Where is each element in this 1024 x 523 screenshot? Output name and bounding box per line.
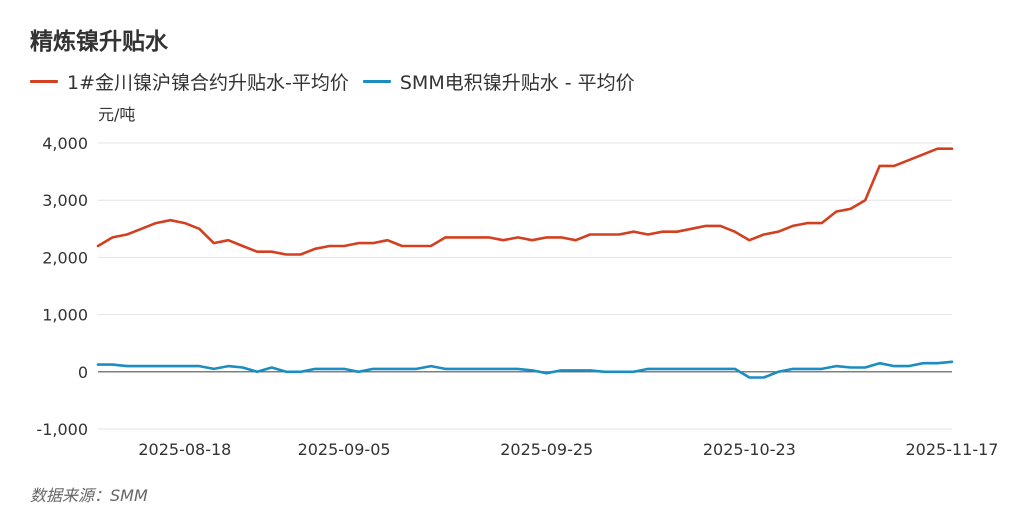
data-source-note: 数据来源：SMM (30, 486, 148, 505)
chart-legend: 1#金川镍沪镍合约升贴水-平均价 SMM电积镍升贴水 - 平均价 (30, 68, 649, 94)
y-tick-label: 0 (78, 363, 88, 382)
x-tick-label: 2025-09-25 (500, 440, 593, 459)
x-tick-label: 2025-08-18 (138, 440, 231, 459)
series-line-jinchuan (96, 147, 954, 256)
legend-item-electro-nickel[interactable]: SMM电积镍升贴水 - 平均价 (362, 68, 635, 95)
x-tick-label: 2025-10-23 (703, 440, 796, 459)
legend-label-jinchuan: 1#金川镍沪镍合约升贴水-平均价 (67, 71, 349, 94)
chart-title: 精炼镍升贴水 (30, 29, 168, 55)
legend-swatch-electro-nickel (362, 79, 391, 83)
legend-swatch-jinchuan (30, 79, 58, 83)
y-tick-label: 1,000 (42, 306, 88, 325)
series-line-electro-nickel (96, 360, 954, 379)
y-tick-label: 3,000 (42, 191, 88, 210)
y-tick-label: 2,000 (42, 248, 88, 267)
legend-label-electro-nickel: SMM电积镍升贴水 - 平均价 (399, 71, 635, 94)
x-tick-label: 2025-11-17 (906, 440, 999, 459)
legend-item-jinchuan[interactable]: 1#金川镍沪镍合约升贴水-平均价 (30, 68, 349, 95)
y-axis-unit-label: 元/吨 (98, 105, 136, 124)
y-tick-label: -1,000 (36, 420, 88, 439)
y-tick-label: 4,000 (42, 134, 88, 153)
x-tick-label: 2025-09-05 (298, 440, 391, 459)
